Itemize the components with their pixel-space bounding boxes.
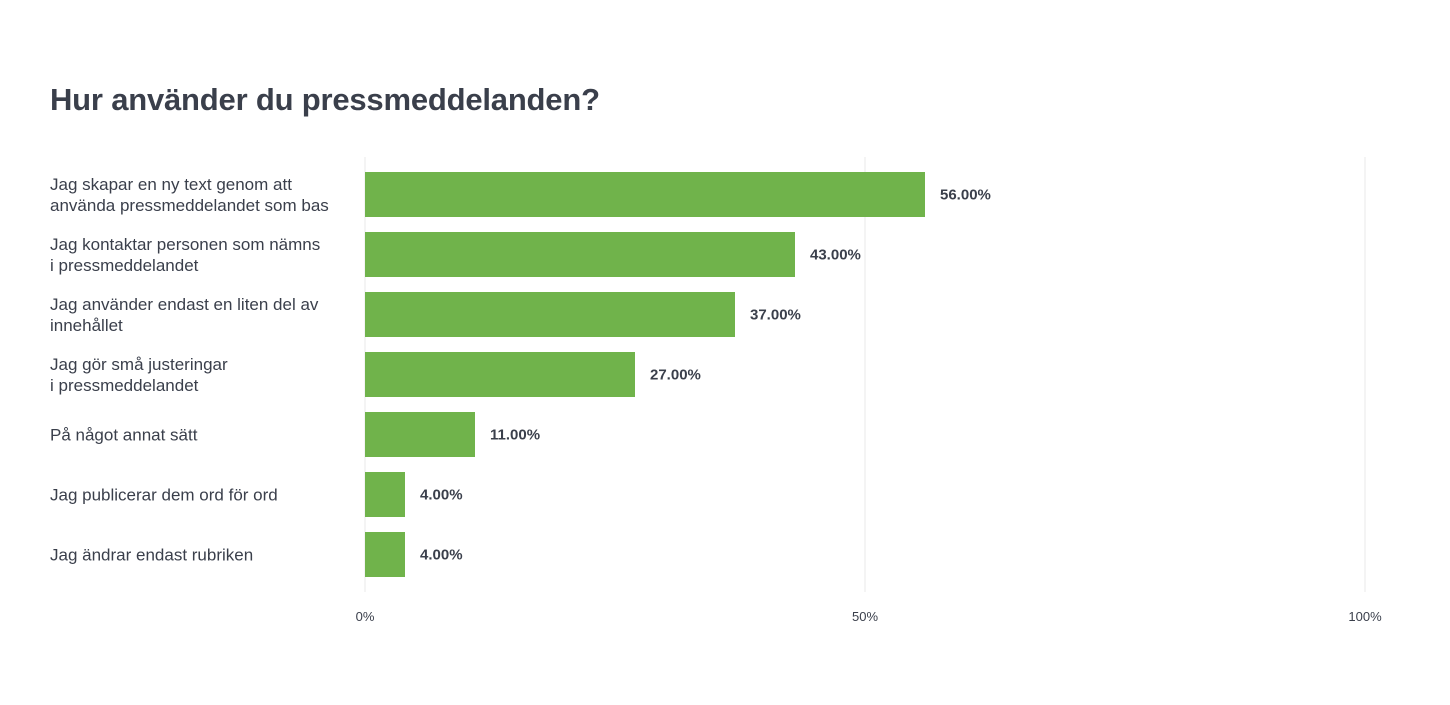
category-label-line: Jag kontaktar personen som nämns xyxy=(50,235,320,254)
bar-layer xyxy=(365,172,925,577)
value-label: 11.00% xyxy=(490,427,540,444)
bar xyxy=(365,412,475,457)
category-label-line: i pressmeddelandet xyxy=(50,256,199,275)
bar xyxy=(365,172,925,217)
category-label-line: använda pressmeddelandet som bas xyxy=(50,196,329,215)
x-axis-ticks: 0% 50% 100% xyxy=(356,609,1382,624)
category-label: Jag gör små justeringar i pressmeddelande… xyxy=(50,355,228,395)
category-label: Jag skapar en ny text genom att använda p… xyxy=(50,175,329,215)
category-label-line: På något annat sätt xyxy=(50,426,198,445)
category-label: Jag ändrar endast rubriken xyxy=(50,546,253,565)
x-tick-label: 0% xyxy=(356,609,375,624)
chart-title: Hur använder du pressmeddelanden? xyxy=(50,82,600,117)
bar xyxy=(365,532,405,577)
label-layer: Jag skapar en ny text genom att använda p… xyxy=(50,175,991,565)
category-label-line: Jag gör små justeringar xyxy=(50,355,228,374)
category-label-line: Jag publicerar dem ord för ord xyxy=(50,486,278,505)
value-label: 56.00% xyxy=(940,187,991,204)
x-tick-label: 50% xyxy=(852,609,878,624)
bar xyxy=(365,352,635,397)
value-label: 37.00% xyxy=(750,307,801,324)
bar xyxy=(365,292,735,337)
category-label-line: i pressmeddelandet xyxy=(50,376,199,395)
category-label: Jag kontaktar personen som nämns i pressm… xyxy=(50,235,320,275)
bar xyxy=(365,232,795,277)
category-label: På något annat sätt xyxy=(50,426,198,445)
category-label-line: Jag använder endast en liten del av xyxy=(50,295,319,314)
bar xyxy=(365,472,405,517)
category-label: Jag använder endast en liten del av inneh… xyxy=(50,295,319,335)
value-label: 27.00% xyxy=(650,367,701,384)
value-label: 4.00% xyxy=(420,487,463,504)
category-label: Jag publicerar dem ord för ord xyxy=(50,486,278,505)
category-label-line: Jag skapar en ny text genom att xyxy=(50,175,292,194)
value-label: 43.00% xyxy=(810,247,861,264)
x-tick-label: 100% xyxy=(1348,609,1382,624)
value-label: 4.00% xyxy=(420,547,463,564)
category-label-line: Jag ändrar endast rubriken xyxy=(50,546,253,565)
category-label-line: innehållet xyxy=(50,316,123,335)
